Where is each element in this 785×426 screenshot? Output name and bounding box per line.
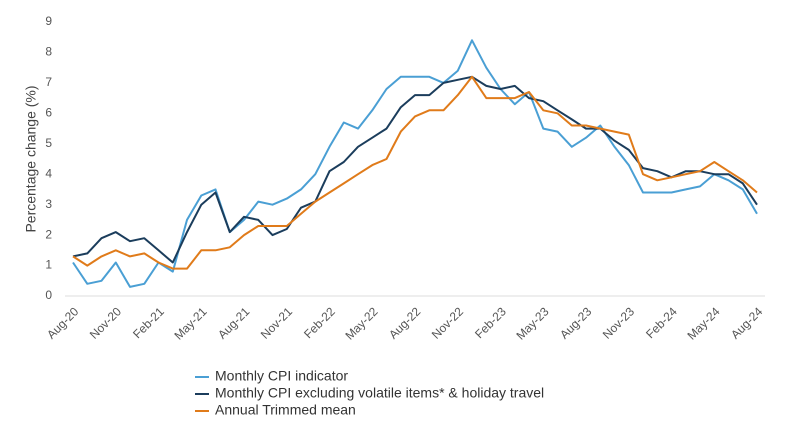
y-tick-label: 8 [45,45,52,59]
y-tick-label: 9 [45,14,52,28]
x-tick-label: May-22 [342,304,380,342]
y-tick-label: 1 [45,258,52,272]
x-tick-label: Aug-20 [44,304,81,341]
y-tick-label: 4 [45,166,52,180]
series-line [72,75,758,270]
x-tick-label: Aug-24 [728,304,765,341]
x-tick-label: Aug-21 [215,304,252,341]
x-tick-label: Feb-23 [472,304,509,341]
y-tick-label: 5 [45,136,52,150]
x-tick-label: Aug-22 [386,304,423,341]
x-tick-label: Nov-20 [87,304,124,341]
x-tick-label: Feb-22 [301,304,338,341]
series-line [72,75,758,264]
legend-label: Annual Trimmed mean [215,402,356,418]
x-tick-label: Feb-21 [130,304,167,341]
x-tick-label: Nov-23 [600,304,637,341]
x-tick-label: Feb-24 [643,304,680,341]
y-tick-label: 6 [45,106,52,120]
y-tick-label: 0 [45,288,52,302]
x-tick-label: Nov-21 [258,304,295,341]
y-tick-label: 2 [45,227,52,241]
y-axis-label: Percentage change (%) [23,85,39,232]
y-tick-label: 3 [45,197,52,211]
x-tick-label: May-21 [171,304,209,342]
y-tick-label: 7 [45,75,52,89]
legend-label: Monthly CPI indicator [215,368,348,384]
series-line [72,39,758,288]
legend-label: Monthly CPI excluding volatile items* & … [215,385,544,401]
x-tick-label: May-23 [513,304,551,342]
x-tick-label: Aug-23 [557,304,594,341]
x-tick-label: May-24 [684,304,722,342]
x-tick-label: Nov-22 [429,304,466,341]
